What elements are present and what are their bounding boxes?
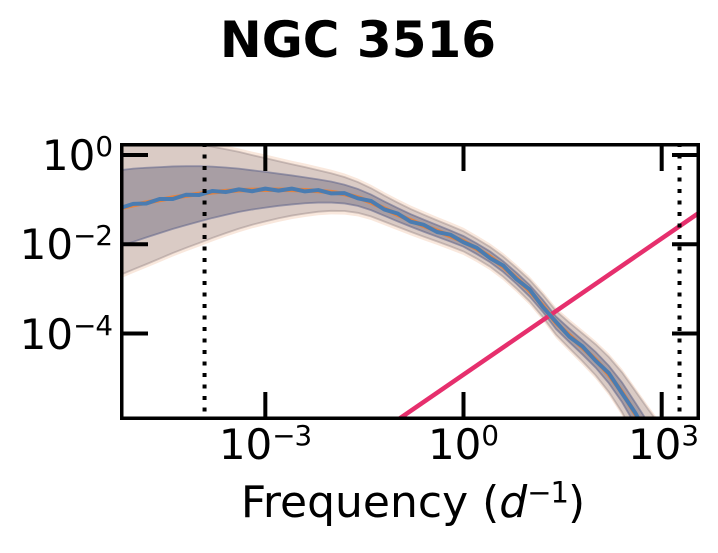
y-tick-label-1e-4: 10−4 [19,309,113,359]
figure-title: NGC 3516 [219,11,497,69]
psd-plot-svg [120,143,700,420]
credible-band-inner [120,166,647,420]
x-tick-label-1e-3: 10−3 [218,419,312,469]
band-inner-edge-upper [120,165,648,420]
x-tick-label-1e3: 103 [627,419,699,469]
band-outer-edge-lower [120,209,628,420]
frequency-unit-symbol: d [499,477,528,528]
y-tick-label-1e0: 100 [41,130,113,180]
credible-band-outer [120,143,657,420]
band-inner-edge-lower [120,201,634,420]
y-tick-label-1e-2: 10−2 [19,219,113,269]
band-outer-edge-upper [168,143,658,420]
plot-content [120,143,700,420]
axes-frame [120,143,700,420]
x-axis-label: Frequency (d−1) [240,475,586,528]
x-tick-label-1e0: 100 [427,419,499,469]
psd-median-line [120,186,642,420]
credible-band-halo [120,143,659,420]
